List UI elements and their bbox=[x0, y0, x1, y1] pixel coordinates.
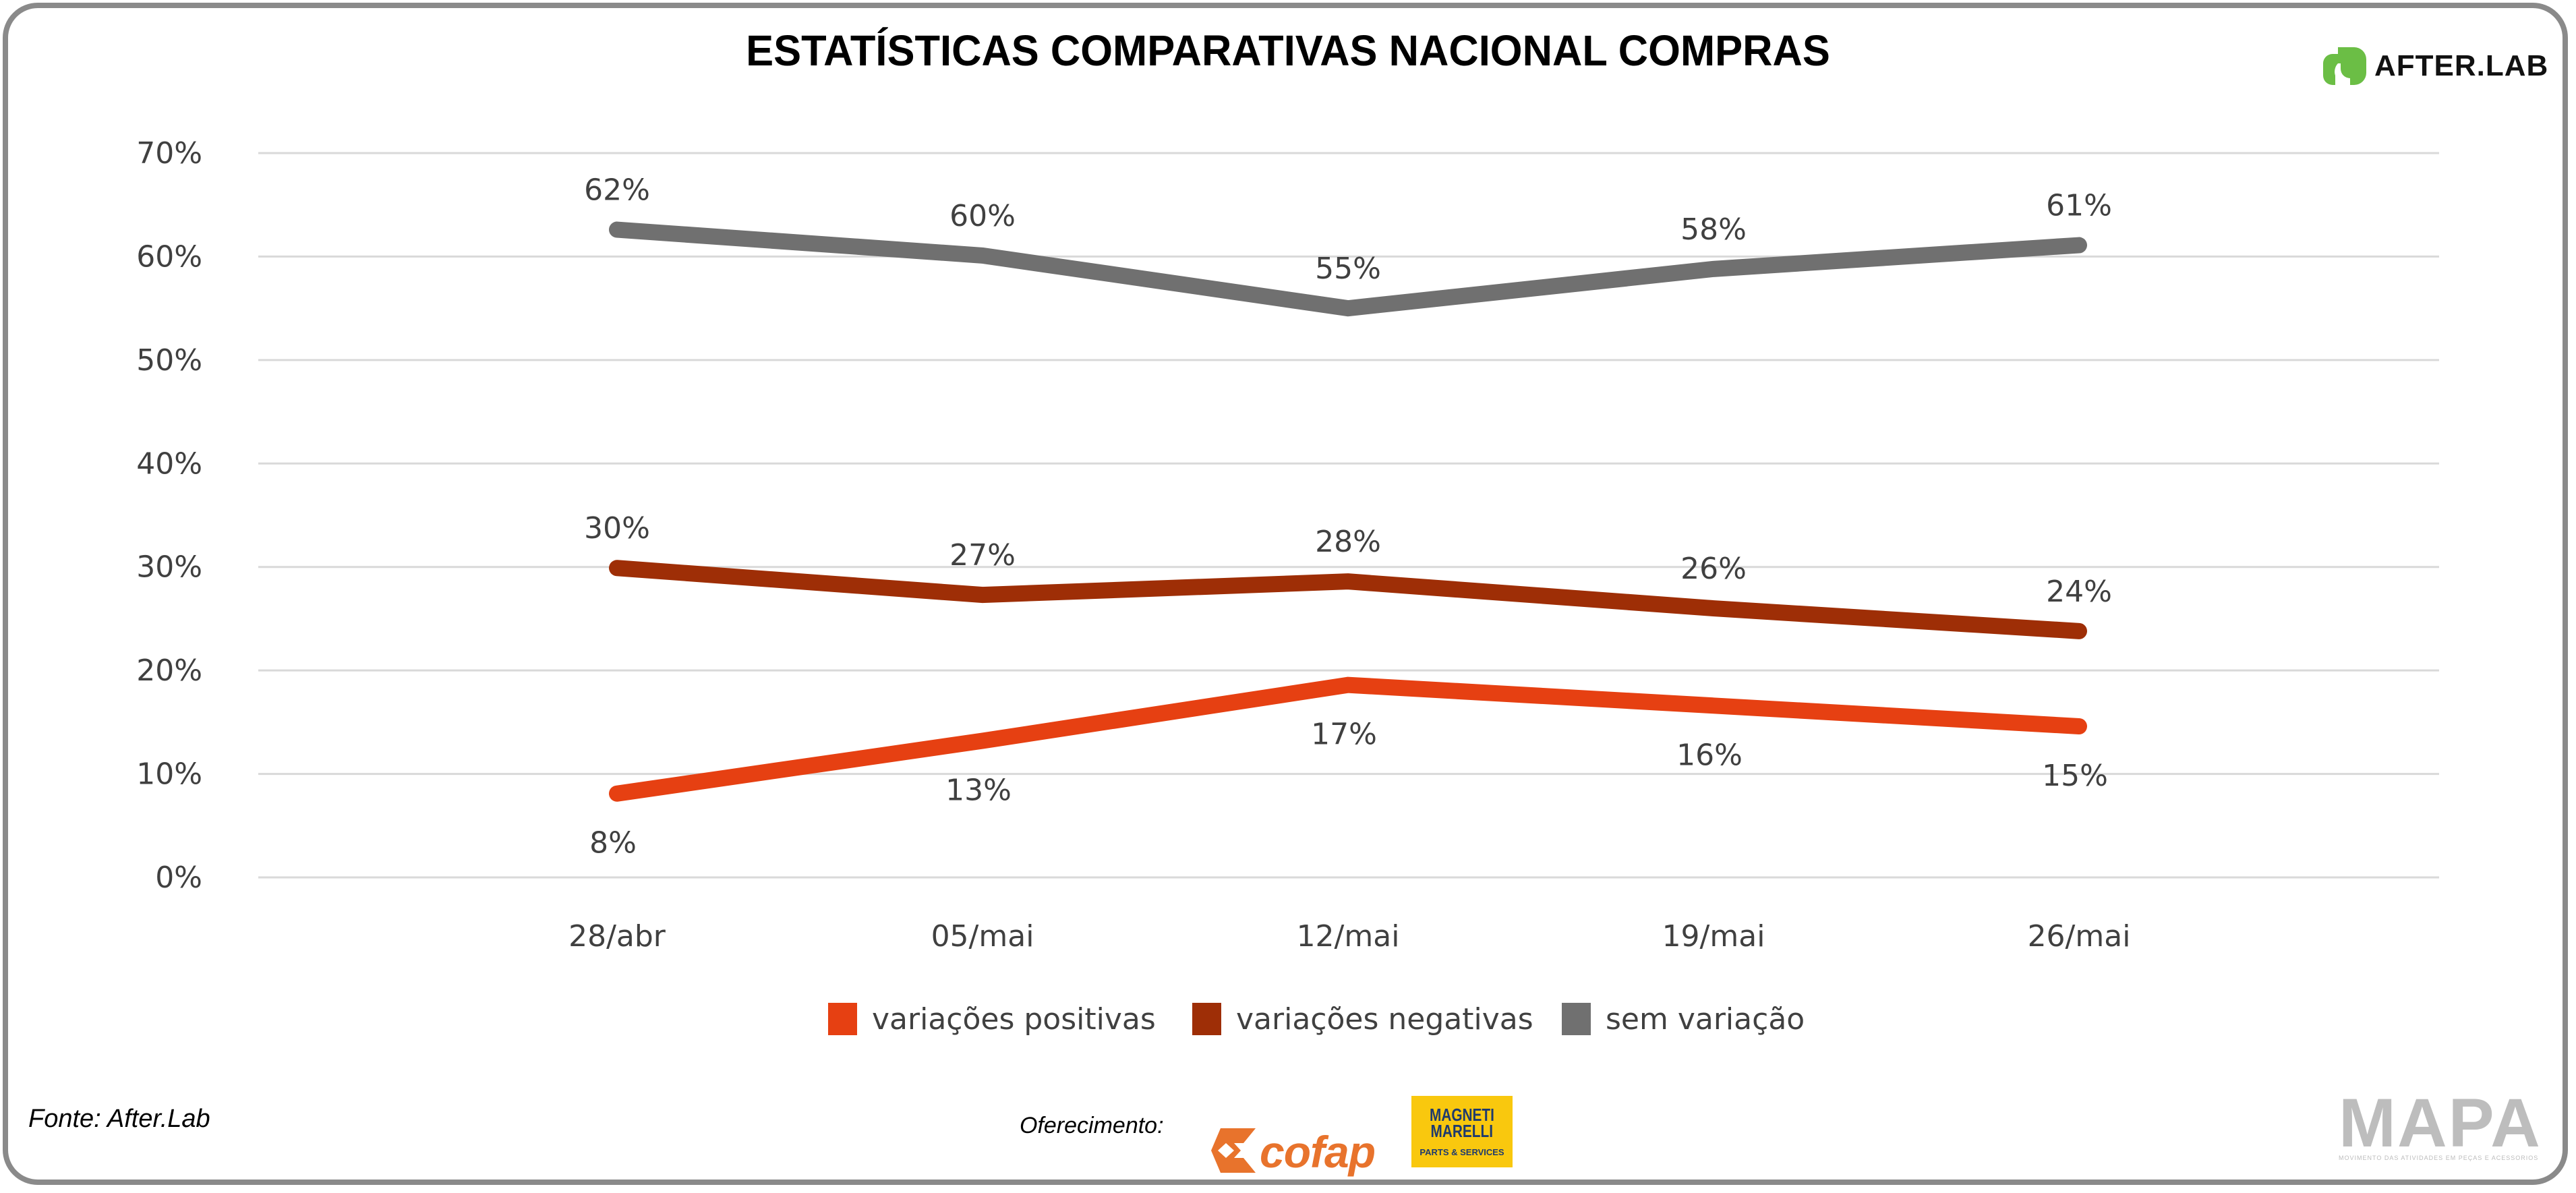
line-chart: 0% 10% 20% 30% 40% 50% 60% 70% 28/abr 05/mai 12/m… bbox=[136, 136, 2439, 954]
data-label: 15% bbox=[2042, 759, 2108, 793]
mapa-logo-text: MAPA bbox=[2339, 1084, 2542, 1161]
data-label: 27% bbox=[949, 538, 1016, 573]
data-label: 62% bbox=[584, 173, 650, 208]
legend-swatch-positive bbox=[828, 1003, 857, 1035]
x-tick-label: 05/mai bbox=[931, 919, 1034, 954]
data-label: 60% bbox=[949, 199, 1016, 233]
y-tick-label: 40% bbox=[136, 446, 202, 481]
x-tick-label: 26/mai bbox=[2028, 919, 2131, 954]
data-label: 17% bbox=[1311, 718, 1377, 752]
gridlines bbox=[258, 152, 2439, 879]
cofap-logo: cofap bbox=[1211, 1125, 1376, 1179]
data-label: 28% bbox=[1315, 525, 1381, 559]
legend-swatch-neutral bbox=[1562, 1003, 1591, 1035]
mapa-logo: MAPA MOVIMENTO DAS ATIVIDADES EM PEÇAS E… bbox=[2339, 1084, 2542, 1161]
legend-item-neutral: sem variação bbox=[1562, 1001, 1805, 1037]
legend-label-negative: variações negativas bbox=[1236, 1001, 1533, 1037]
marelli-line2: MARELLI bbox=[1430, 1120, 1494, 1141]
y-tick-label: 0% bbox=[155, 861, 202, 895]
data-label: 58% bbox=[1680, 212, 1747, 247]
x-tick-label: 12/mai bbox=[1297, 919, 1400, 954]
x-tick-label: 19/mai bbox=[1662, 919, 1765, 954]
y-tick-label: 20% bbox=[136, 653, 202, 688]
data-label: 8% bbox=[589, 826, 637, 861]
chart-title: ESTATÍSTICAS COMPARATIVAS NACIONAL COMPR… bbox=[746, 26, 1830, 75]
legend-item-negative: variações negativas bbox=[1192, 1001, 1533, 1037]
data-label: 30% bbox=[584, 511, 650, 546]
series-line-neutral bbox=[609, 221, 2087, 317]
chart-frame bbox=[3, 3, 2568, 1185]
y-tick-label: 60% bbox=[136, 239, 202, 274]
mapa-logo-tagline: MOVIMENTO DAS ATIVIDADES EM PEÇAS E ACES… bbox=[2339, 1155, 2539, 1161]
legend-swatch-negative bbox=[1192, 1003, 1221, 1035]
y-axis-ticks: 0% 10% 20% 30% 40% 50% 60% 70% bbox=[136, 136, 202, 895]
x-axis-ticks: 28/abr 05/mai 12/mai 19/mai 26/mai bbox=[568, 919, 2130, 954]
y-tick-label: 10% bbox=[136, 757, 202, 792]
data-label: 26% bbox=[1680, 552, 1747, 586]
legend-label-positive: variações positivas bbox=[872, 1001, 1156, 1037]
magneti-marelli-logo: MAGNETI MARELLI PARTS & SERVICES bbox=[1411, 1096, 1513, 1167]
data-label: 61% bbox=[2046, 189, 2112, 223]
x-tick-label: 28/abr bbox=[568, 919, 666, 954]
afterlab-logo: AFTER.LAB bbox=[2323, 47, 2548, 85]
series-lines bbox=[609, 221, 2087, 802]
sponsor-label: Oferecimento: bbox=[1020, 1113, 1164, 1138]
series-line-negative bbox=[609, 560, 2087, 639]
y-tick-label: 50% bbox=[136, 343, 202, 378]
marelli-line1: MAGNETI bbox=[1430, 1104, 1494, 1125]
y-tick-label: 70% bbox=[136, 136, 202, 171]
data-labels: 62% 60% 55% 58% 61% 30% 27% 28% 26% 24% 8% 13% 17% 16… bbox=[584, 173, 2112, 861]
source-note: Fonte: After.Lab bbox=[28, 1105, 210, 1133]
series-line-positive bbox=[609, 676, 2087, 802]
cofap-logo-icon bbox=[1211, 1128, 1256, 1175]
cofap-logo-text: cofap bbox=[1260, 1127, 1376, 1177]
afterlab-logo-icon bbox=[2323, 47, 2366, 85]
legend-label-neutral: sem variação bbox=[1606, 1001, 1805, 1037]
afterlab-logo-text: AFTER.LAB bbox=[2374, 49, 2549, 82]
data-label: 13% bbox=[945, 773, 1012, 807]
y-tick-label: 30% bbox=[136, 550, 202, 585]
data-label: 55% bbox=[1315, 252, 1381, 286]
marelli-tagline: PARTS & SERVICES bbox=[1419, 1146, 1504, 1157]
legend-item-positive: variações positivas bbox=[828, 1001, 1156, 1037]
data-label: 24% bbox=[2046, 575, 2112, 609]
data-label: 16% bbox=[1676, 738, 1743, 772]
chart-legend: variações positivas variações negativas … bbox=[0, 1001, 2576, 1037]
